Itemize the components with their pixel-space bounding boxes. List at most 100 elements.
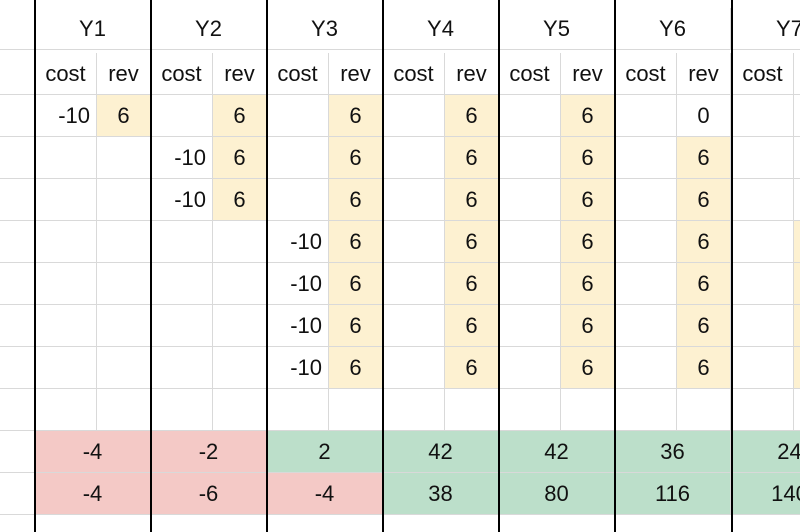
cost-cell[interactable] xyxy=(383,263,445,305)
rev-cell[interactable] xyxy=(794,221,800,263)
cost-cell[interactable] xyxy=(35,221,97,263)
rev-cell[interactable] xyxy=(213,263,267,305)
cost-cell[interactable]: -10 xyxy=(267,347,329,389)
row-gutter-cell[interactable] xyxy=(0,221,35,263)
cost-cell[interactable] xyxy=(383,221,445,263)
cost-cell[interactable]: -10 xyxy=(267,221,329,263)
rev-cell[interactable] xyxy=(213,305,267,347)
cost-cell[interactable] xyxy=(383,347,445,389)
rev-cell[interactable]: 6 xyxy=(329,347,383,389)
cost-cell[interactable] xyxy=(383,389,445,431)
row-gutter-cell[interactable] xyxy=(0,473,35,515)
row-gutter-cell[interactable] xyxy=(0,431,35,473)
cost-cell[interactable] xyxy=(151,305,213,347)
cost-header[interactable]: cost xyxy=(267,53,329,95)
cost-cell[interactable] xyxy=(732,95,794,137)
row-gutter-cell[interactable] xyxy=(0,179,35,221)
cost-header[interactable]: cost xyxy=(151,53,213,95)
rev-cell[interactable]: 6 xyxy=(329,305,383,347)
cost-cell[interactable] xyxy=(615,137,677,179)
rev-cell[interactable]: 6 xyxy=(213,137,267,179)
cumulative-total-cell[interactable]: -4 xyxy=(267,473,383,515)
cost-cell[interactable] xyxy=(383,95,445,137)
cost-cell[interactable]: -10 xyxy=(35,95,97,137)
rev-header[interactable]: rev xyxy=(213,53,267,95)
cost-cell[interactable] xyxy=(383,305,445,347)
net-total-cell[interactable]: -4 xyxy=(35,431,151,473)
rev-cell[interactable]: 6 xyxy=(677,305,731,347)
rev-cell[interactable]: 6 xyxy=(445,305,499,347)
net-total-cell[interactable]: 36 xyxy=(615,431,731,473)
rev-cell[interactable] xyxy=(97,347,151,389)
cost-cell[interactable] xyxy=(499,179,561,221)
rev-header[interactable]: rev xyxy=(329,53,383,95)
rev-cell[interactable] xyxy=(97,179,151,221)
cost-cell[interactable] xyxy=(499,221,561,263)
rev-cell[interactable]: 0 xyxy=(677,95,731,137)
rev-cell[interactable]: 6 xyxy=(329,137,383,179)
cost-cell[interactable] xyxy=(151,221,213,263)
rev-cell[interactable] xyxy=(794,95,800,137)
cost-cell[interactable] xyxy=(35,137,97,179)
rev-cell[interactable] xyxy=(794,305,800,347)
rev-cell[interactable]: 6 xyxy=(677,263,731,305)
cost-cell[interactable]: -10 xyxy=(151,179,213,221)
year-header-y6[interactable]: Y6 xyxy=(615,8,731,50)
cost-cell[interactable] xyxy=(615,179,677,221)
net-total-cell[interactable]: 24 xyxy=(732,431,800,473)
year-header-y5[interactable]: Y5 xyxy=(499,8,615,50)
cumulative-total-cell[interactable]: 116 xyxy=(615,473,731,515)
rev-cell[interactable]: 6 xyxy=(329,263,383,305)
cost-cell[interactable] xyxy=(499,347,561,389)
rev-cell[interactable] xyxy=(561,389,615,431)
cost-cell[interactable] xyxy=(615,347,677,389)
cumulative-total-cell[interactable]: 80 xyxy=(499,473,615,515)
rev-header[interactable]: rev xyxy=(794,53,800,95)
rev-header[interactable]: rev xyxy=(97,53,151,95)
cost-cell[interactable] xyxy=(267,389,329,431)
cost-cell[interactable] xyxy=(615,221,677,263)
cost-cell[interactable]: -10 xyxy=(151,137,213,179)
rev-cell[interactable]: 6 xyxy=(329,95,383,137)
rev-cell[interactable]: 6 xyxy=(561,305,615,347)
rev-cell[interactable]: 6 xyxy=(561,263,615,305)
rev-cell[interactable] xyxy=(213,221,267,263)
rev-header[interactable]: rev xyxy=(445,53,499,95)
net-total-cell[interactable]: 42 xyxy=(383,431,499,473)
cost-header[interactable]: cost xyxy=(499,53,561,95)
cost-cell[interactable] xyxy=(732,347,794,389)
cost-cell[interactable] xyxy=(499,137,561,179)
row-gutter-cell[interactable] xyxy=(0,137,35,179)
rev-cell[interactable] xyxy=(677,389,731,431)
rev-cell[interactable]: 6 xyxy=(445,137,499,179)
cost-cell[interactable] xyxy=(383,137,445,179)
cost-cell[interactable] xyxy=(499,263,561,305)
cost-cell[interactable] xyxy=(35,305,97,347)
row-gutter-cell[interactable] xyxy=(0,263,35,305)
cost-cell[interactable]: -10 xyxy=(267,305,329,347)
rev-cell[interactable] xyxy=(794,137,800,179)
rev-cell[interactable]: 6 xyxy=(329,221,383,263)
rev-cell[interactable]: 6 xyxy=(561,347,615,389)
rev-cell[interactable]: 6 xyxy=(445,95,499,137)
rev-cell[interactable]: 6 xyxy=(561,221,615,263)
cost-cell[interactable] xyxy=(499,305,561,347)
cost-cell[interactable] xyxy=(732,179,794,221)
rev-cell[interactable] xyxy=(794,263,800,305)
cumulative-total-cell[interactable]: -6 xyxy=(151,473,267,515)
rev-cell[interactable]: 6 xyxy=(213,95,267,137)
cost-cell[interactable] xyxy=(615,95,677,137)
cost-cell[interactable] xyxy=(151,347,213,389)
rev-cell[interactable]: 6 xyxy=(445,347,499,389)
cost-cell[interactable] xyxy=(499,389,561,431)
cost-cell[interactable] xyxy=(615,389,677,431)
rev-cell[interactable] xyxy=(97,305,151,347)
rev-cell[interactable] xyxy=(97,389,151,431)
cost-cell[interactable] xyxy=(499,95,561,137)
net-total-cell[interactable]: -2 xyxy=(151,431,267,473)
rev-cell[interactable]: 6 xyxy=(97,95,151,137)
cost-cell[interactable] xyxy=(35,389,97,431)
cost-cell[interactable] xyxy=(151,389,213,431)
cost-cell[interactable]: -10 xyxy=(267,263,329,305)
rev-cell[interactable]: 6 xyxy=(445,221,499,263)
